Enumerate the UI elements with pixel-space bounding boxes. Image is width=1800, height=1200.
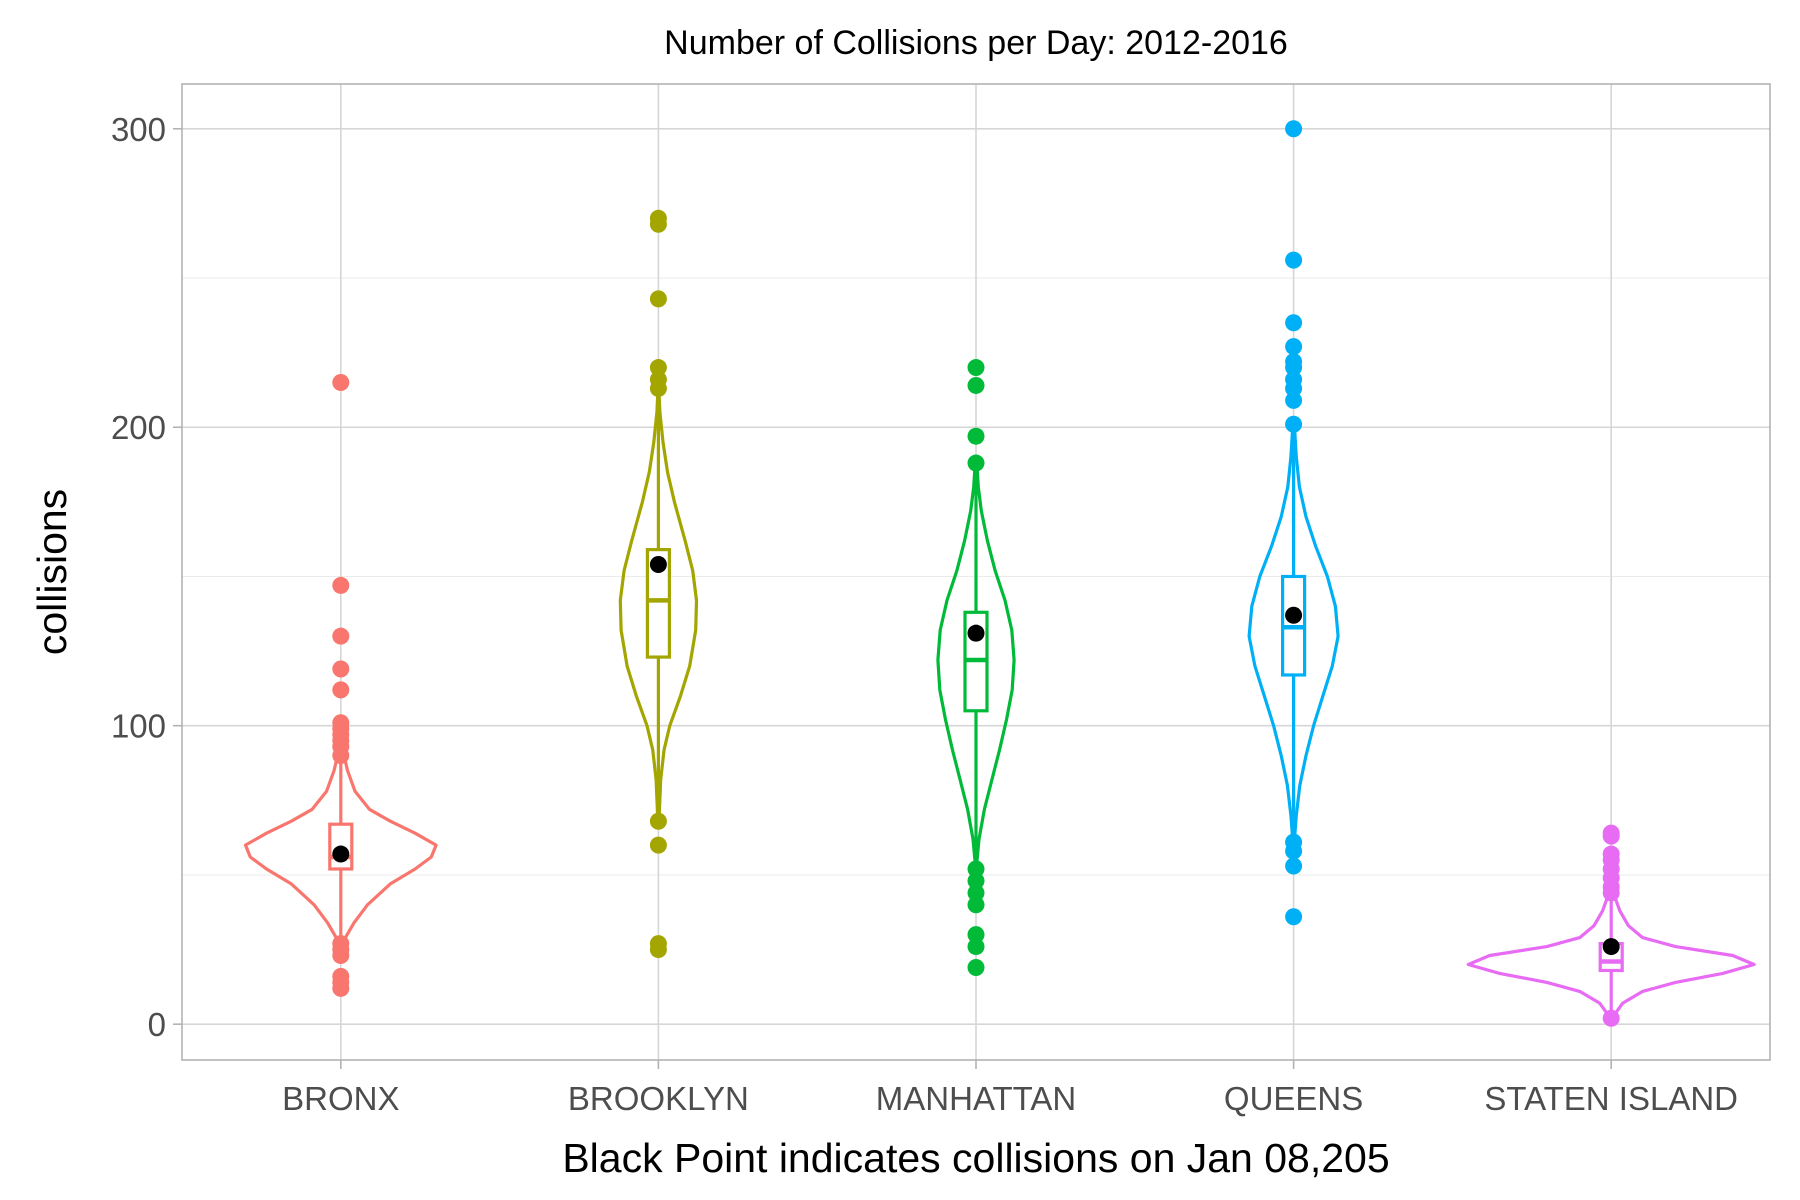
outlier-point — [332, 627, 350, 645]
outlier-point — [1285, 251, 1303, 269]
outlier-point — [332, 373, 350, 391]
outlier-point — [332, 967, 350, 985]
outlier-point — [649, 836, 667, 854]
chart-title: Number of Collisions per Day: 2012-2016 — [664, 24, 1288, 62]
marks-layer — [243, 120, 1756, 1027]
outlier-point — [1602, 845, 1620, 863]
outlier-point — [1602, 1009, 1620, 1027]
outlier-point — [967, 376, 985, 394]
outlier-point — [649, 812, 667, 830]
outlier-point — [967, 958, 985, 976]
outlier-point — [649, 290, 667, 308]
outlier-point — [649, 370, 667, 388]
outlier-point — [1285, 415, 1303, 433]
outlier-point — [649, 359, 667, 377]
outlier-point — [332, 714, 350, 732]
outlier-point — [1285, 314, 1303, 332]
x-tick-label: QUEENS — [1224, 1080, 1363, 1117]
x-tick-label: STATEN ISLAND — [1484, 1080, 1738, 1117]
black-point — [649, 556, 667, 574]
outlier-point — [1285, 120, 1303, 138]
y-tick-label: 0 — [148, 1006, 166, 1043]
x-tick-label: BROOKLYN — [568, 1080, 749, 1117]
outlier-point — [967, 896, 985, 914]
outlier-point — [649, 935, 667, 953]
outlier-point — [332, 576, 350, 594]
outlier-point — [967, 454, 985, 472]
outlier-point — [967, 860, 985, 878]
x-tick-label: MANHATTAN — [876, 1080, 1076, 1117]
outlier-point — [332, 660, 350, 678]
outlier-point — [967, 427, 985, 445]
outlier-point — [1285, 833, 1303, 851]
x-axis-title: Black Point indicates collisions on Jan … — [562, 1135, 1389, 1181]
outlier-point — [1285, 338, 1303, 356]
black-point — [1285, 606, 1303, 624]
outlier-point — [1602, 824, 1620, 842]
outlier-point — [967, 926, 985, 944]
outlier-point — [332, 681, 350, 699]
y-axis-title: collisions — [29, 489, 75, 655]
outlier-point — [967, 884, 985, 902]
outlier-point — [1285, 908, 1303, 926]
y-tick-label: 100 — [111, 708, 166, 745]
y-tick-label: 200 — [111, 409, 166, 446]
black-point — [1602, 938, 1620, 956]
axis-layer: 0 100 200 300 BRONX BROOKLYN MANHATTAN QUEENS ST… — [111, 111, 1738, 1117]
outlier-point — [967, 359, 985, 377]
outlier-point — [967, 872, 985, 890]
x-tick-label: BRONX — [282, 1080, 399, 1117]
black-point — [967, 624, 985, 642]
outlier-point — [1285, 857, 1303, 875]
outlier-point — [332, 935, 350, 953]
outlier-point — [967, 938, 985, 956]
outlier-point — [649, 209, 667, 227]
black-point — [332, 845, 350, 863]
outlier-point — [1285, 353, 1303, 371]
outlier-point — [1285, 391, 1303, 409]
outlier-point — [1285, 370, 1303, 388]
y-tick-label: 300 — [111, 111, 166, 148]
box-iqr — [645, 548, 672, 659]
